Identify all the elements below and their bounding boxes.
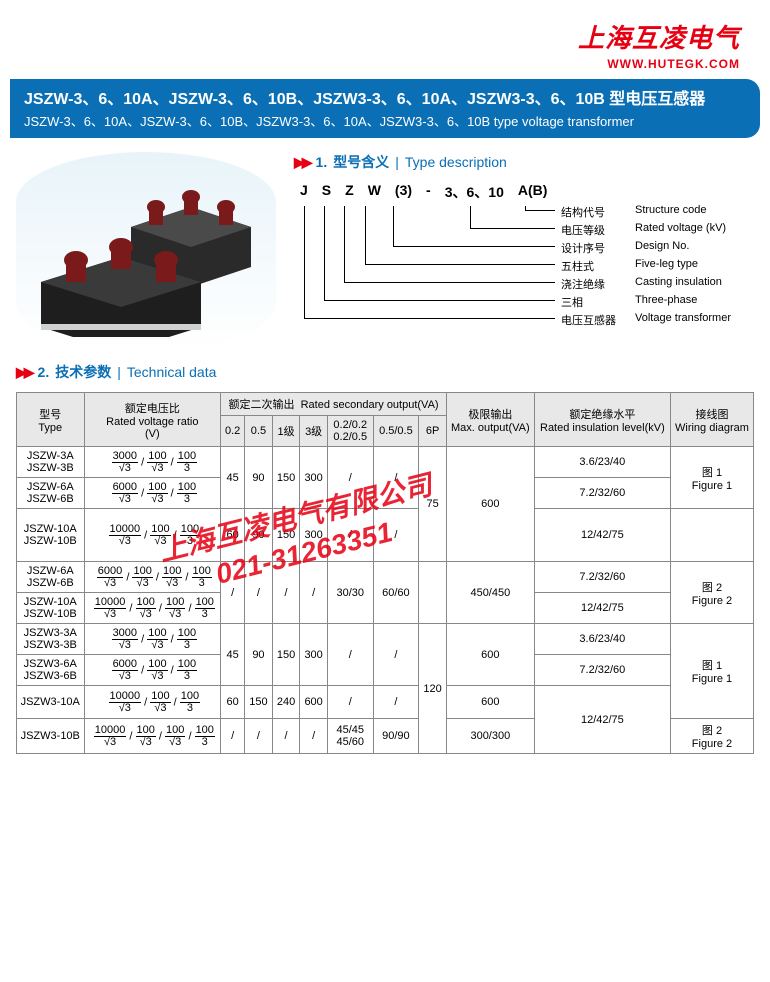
title-line-2: JSZW-3、6、10A、JSZW-3、6、10B、JSZW3-3、6、10A、… (24, 111, 746, 130)
header-logo: 上海互凌电气 WWW.HUTEGK.COM (10, 18, 760, 71)
type-cell: JSZW-3AJSZW-3B (17, 447, 85, 478)
breakdown-label-en: Design No. (635, 240, 689, 252)
breakdown-label-cn: 五柱式 (561, 258, 594, 274)
model-code-row: J S Z W (3) - 3、6、10 A(B) (294, 182, 760, 202)
section-marker-icon: ▶▶ (294, 154, 310, 171)
technical-data-table: 型号Type额定电压比Rated voltage ratio(V)额定二次输出 … (16, 392, 754, 754)
breakdown-label-en: Rated voltage (kV) (635, 222, 726, 234)
breakdown-label-cn: 结构代号 (561, 204, 605, 220)
breakdown-label-en: Five-leg type (635, 258, 698, 270)
logo-url: WWW.HUTEGK.COM (10, 57, 740, 71)
breakdown-label-en: Casting insulation (635, 276, 722, 288)
code-breakdown-diagram: 结构代号 Structure code 电压等级 Rated voltage (kV)… (300, 206, 760, 346)
title-line-1: JSZW-3、6、10A、JSZW-3、6、10B、JSZW3-3、6、10A、… (24, 85, 746, 109)
breakdown-label-cn: 电压互感器 (561, 312, 616, 328)
breakdown-label-en: Voltage transformer (635, 312, 731, 324)
title-bar: JSZW-3、6、10A、JSZW-3、6、10B、JSZW3-3、6、10A、… (10, 79, 760, 138)
section-2-heading: ▶▶ 2. 技术参数 | Technical data (16, 362, 754, 382)
breakdown-label-en: Three-phase (635, 294, 697, 306)
logo-text-cn: 上海互凌电气 (10, 18, 740, 55)
breakdown-label-cn: 三相 (561, 294, 583, 310)
section-marker-icon: ▶▶ (16, 364, 32, 381)
section-1-heading: ▶▶ 1. 型号含义 | Type description (294, 152, 760, 172)
breakdown-label-en: Structure code (635, 204, 707, 216)
breakdown-label-cn: 电压等级 (561, 222, 605, 238)
breakdown-label-cn: 浇注绝缘 (561, 276, 605, 292)
product-image (16, 152, 276, 352)
breakdown-label-cn: 设计序号 (561, 240, 605, 256)
